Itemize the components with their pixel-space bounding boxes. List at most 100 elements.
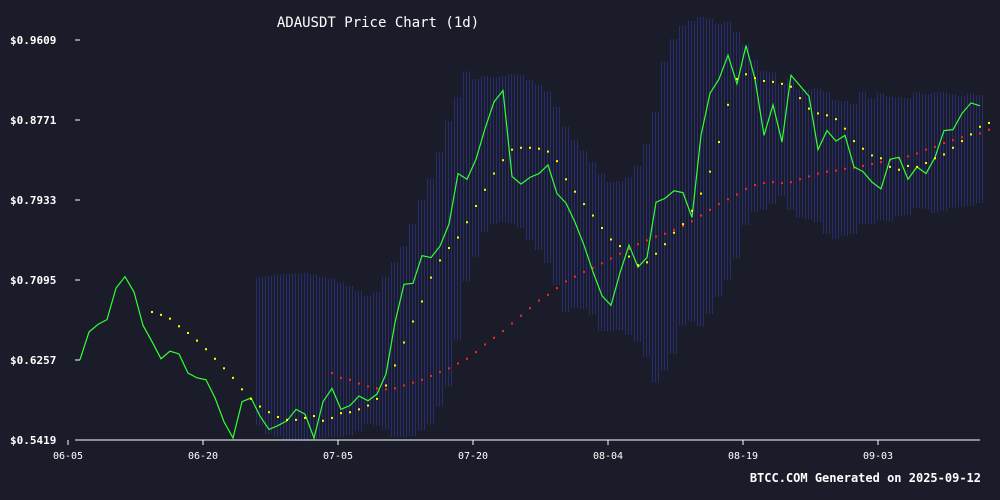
ma-short-point: [277, 415, 279, 418]
ma-short-point: [592, 214, 594, 217]
ma-short-point: [844, 127, 846, 130]
x-tick-label: 07-20: [458, 451, 488, 462]
ma-short-point: [565, 178, 567, 181]
ma-long-point: [961, 136, 963, 139]
ma-long-point: [511, 322, 513, 325]
ma-long-point: [709, 208, 711, 211]
ma-long-point: [934, 145, 936, 148]
ma-short-point: [646, 261, 648, 264]
ma-long-point: [817, 172, 819, 175]
y-tick-label: $0.6257: [10, 354, 56, 367]
ma-short-point: [835, 118, 837, 121]
ma-short-point: [781, 82, 783, 85]
ma-long-point: [844, 167, 846, 170]
ma-long-point: [880, 161, 882, 164]
ma-short-point: [880, 157, 882, 160]
ma-short-point: [979, 125, 981, 128]
ma-long-point: [574, 275, 576, 278]
ma-short-point: [151, 310, 153, 313]
ma-short-point: [655, 252, 657, 255]
ma-short-point: [889, 165, 891, 168]
ma-long-point: [646, 239, 648, 242]
ma-long-point: [394, 387, 396, 390]
ma-short-point: [628, 255, 630, 258]
x-tick-label: 07-05: [323, 451, 353, 462]
ma-short-point: [601, 226, 603, 229]
ma-long-point: [475, 351, 477, 354]
ma-short-point: [502, 159, 504, 162]
volatility-band: [256, 16, 983, 441]
ma-short-point: [988, 121, 990, 124]
ma-long-point: [610, 257, 612, 260]
ma-long-point: [358, 382, 360, 385]
ma-short-point: [961, 140, 963, 143]
ma-short-point: [637, 264, 639, 267]
ma-long-point: [745, 187, 747, 190]
ma-short-point: [610, 238, 612, 241]
ma-long-point: [331, 372, 333, 375]
ma-short-point: [322, 419, 324, 422]
price-line: [79, 45, 981, 441]
ma-long-point: [385, 388, 387, 391]
ma-short-point: [286, 418, 288, 421]
ma-long-point: [736, 193, 738, 196]
ma-short-point: [529, 146, 531, 149]
ma-short-point: [457, 236, 459, 239]
ma-short-point: [907, 164, 909, 167]
ma-short-point: [826, 114, 828, 117]
ma-long-point: [925, 148, 927, 151]
ma-long-point: [691, 220, 693, 223]
ma-short-point: [538, 147, 540, 150]
ma-short-point: [403, 341, 405, 344]
ma-short-point: [547, 150, 549, 153]
ma-long-point: [592, 267, 594, 270]
ma-short-point: [241, 388, 243, 391]
ma-short-point: [178, 325, 180, 328]
ma-short-point: [493, 172, 495, 175]
ma-long-point: [826, 170, 828, 173]
ma-short-point: [898, 168, 900, 171]
ma-long-point: [655, 235, 657, 238]
ma-short-point: [736, 78, 738, 81]
ma-long-point: [619, 252, 621, 255]
ma-long-point: [628, 247, 630, 250]
ma-long-point: [529, 307, 531, 310]
ma-long-point: [520, 314, 522, 317]
ma-short-point: [169, 317, 171, 320]
ma-long-point: [484, 343, 486, 346]
ma-long-point: [673, 228, 675, 231]
footer-credit: BTCC.COM Generated on 2025-09-12: [750, 471, 981, 485]
ma-long-point: [556, 287, 558, 290]
ma-long-point: [421, 378, 423, 381]
ma-long-point: [754, 184, 756, 187]
ma-long-point: [340, 376, 342, 379]
ma-short-point: [682, 223, 684, 226]
ma-short-point: [250, 397, 252, 400]
ma-short-point: [700, 192, 702, 195]
ma-long-point: [943, 142, 945, 145]
ma-short-point: [952, 146, 954, 149]
y-tick-label: $0.5419: [10, 434, 56, 447]
ma-short-point: [745, 73, 747, 76]
ma-long-point: [988, 128, 990, 131]
y-tick-label: $0.9609: [10, 34, 56, 47]
ma-short-point: [691, 209, 693, 212]
ma-short-point: [862, 147, 864, 150]
ma-short-point: [709, 170, 711, 173]
ma-short-point: [943, 153, 945, 156]
ma-short-point: [331, 416, 333, 419]
ma-short-point: [232, 376, 234, 379]
ma-long-point: [907, 155, 909, 158]
ma-long-point: [790, 181, 792, 184]
ma-short-point: [223, 367, 225, 370]
ma-long-point: [430, 374, 432, 377]
ma-long-point: [916, 152, 918, 155]
ma-long-point: [349, 378, 351, 381]
ma-short-point: [727, 103, 729, 106]
ma-short-point: [619, 245, 621, 248]
ma-long-point: [853, 166, 855, 169]
ma-short-point: [466, 221, 468, 224]
ma-long-point: [682, 225, 684, 228]
ma-long-point: [457, 362, 459, 365]
ma-short-point: [763, 79, 765, 82]
